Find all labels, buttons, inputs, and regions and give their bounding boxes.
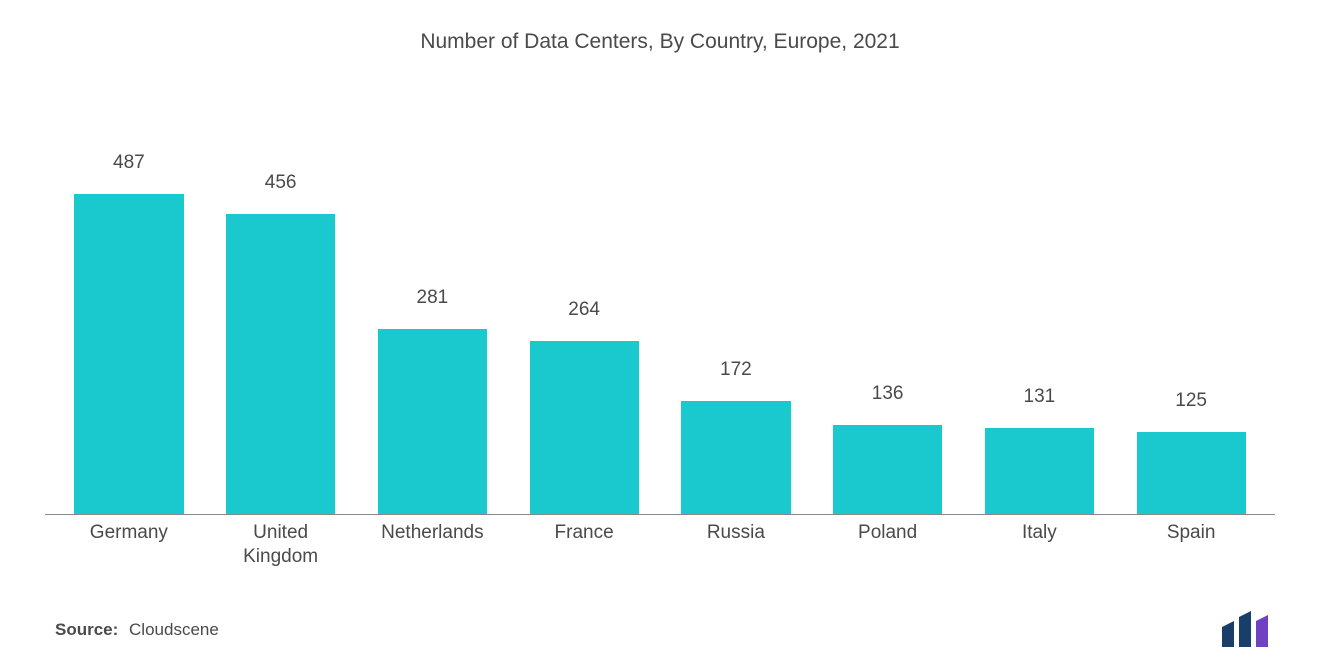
bar <box>681 401 790 514</box>
x-axis-label: Netherlands <box>357 511 509 570</box>
x-axis-label: Germany <box>53 511 205 570</box>
plot-area: 487456 281264 172136131125 <box>45 95 1275 515</box>
bar-value-label: 487 <box>53 152 205 174</box>
logo-icon <box>1222 611 1282 647</box>
x-axis-label: Poland <box>812 511 964 570</box>
bar-value-label: 131 <box>964 386 1116 408</box>
bar-value-label: 136 <box>812 383 964 405</box>
chart-title: Number of Data Centers, By Country, Euro… <box>0 0 1320 64</box>
x-axis-labels: GermanyUnitedKingdomNetherlandsFranceRus… <box>45 511 1275 570</box>
bar-value-label: 281 <box>357 287 509 309</box>
bar-group: 487 <box>53 95 205 514</box>
bar-group: 131 <box>964 95 1116 514</box>
source-value: Cloudscene <box>129 620 219 639</box>
bars-wrapper: 487456 281264 172136131125 <box>45 95 1275 514</box>
bar <box>530 341 639 514</box>
bar-group: 172 <box>660 95 812 514</box>
bar <box>1137 432 1246 514</box>
x-axis-label: Spain <box>1115 511 1267 570</box>
bar <box>378 329 487 514</box>
bar <box>985 428 1094 514</box>
bar-value-label: 125 <box>1115 390 1267 412</box>
chart-container: Number of Data Centers, By Country, Euro… <box>0 0 1320 665</box>
bar-value-label: 172 <box>660 359 812 381</box>
bar-group: 136 <box>812 95 964 514</box>
brand-logo <box>1222 611 1282 647</box>
x-axis-label: Italy <box>964 511 1116 570</box>
source-label: Source: <box>55 620 118 639</box>
bar-group: 264 <box>508 95 660 514</box>
bar <box>226 214 335 514</box>
x-axis-label: France <box>508 511 660 570</box>
bar-group: 125 <box>1115 95 1267 514</box>
bar-value-label: 456 <box>205 172 357 194</box>
bar <box>74 194 183 514</box>
bar-group: 456 <box>205 95 357 514</box>
source-line: Source: Cloudscene <box>55 620 219 640</box>
x-axis-label: UnitedKingdom <box>205 511 357 570</box>
x-axis-label: Russia <box>660 511 812 570</box>
bar-value-label: 264 <box>508 299 660 321</box>
bar <box>833 425 942 514</box>
bar-group: 281 <box>357 95 509 514</box>
